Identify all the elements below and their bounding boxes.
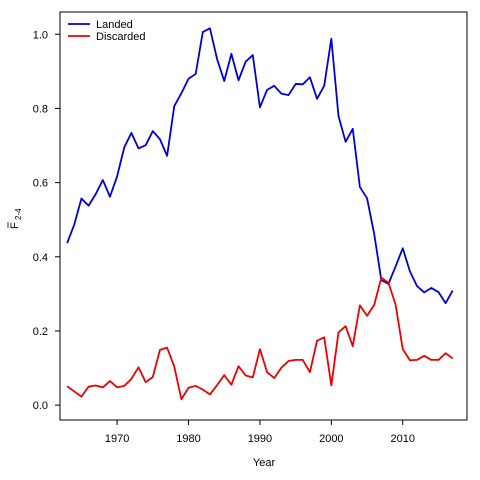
y-tick-label: 0.8 (33, 103, 48, 115)
x-tick-label: 1990 (248, 433, 272, 445)
x-tick-label: 2000 (319, 433, 343, 445)
y-tick-label: 1.0 (33, 29, 48, 41)
y-axis-title-subscript: 2-4 (14, 208, 23, 220)
series-line-landed (66, 27, 454, 305)
series-line-discarded (66, 276, 454, 401)
y-tick-label: 0.6 (33, 178, 48, 190)
y-axis-title-main: F (9, 222, 21, 229)
y-tick-label: 0.2 (33, 326, 48, 338)
x-tick-label: 2010 (390, 433, 414, 445)
plot-frame (59, 11, 468, 421)
x-axis-title: Year (253, 457, 276, 469)
legend-label-discarded: Discarded (96, 31, 146, 43)
x-tick-label: 1980 (176, 433, 200, 445)
y-axis-title: F 2-4 (7, 208, 23, 229)
y-tick-label: 0.4 (33, 252, 48, 264)
series-layer (66, 27, 454, 401)
x-tick-label: 1970 (105, 433, 129, 445)
x-axis: 1970 1980 1990 2000 2010 (105, 420, 415, 445)
y-tick-label: 0.0 (33, 400, 48, 412)
legend: Landed Discarded (68, 19, 146, 43)
y-axis: 0.0 0.2 0.4 0.6 0.8 1.0 (33, 29, 60, 412)
legend-label-landed: Landed (96, 19, 133, 31)
